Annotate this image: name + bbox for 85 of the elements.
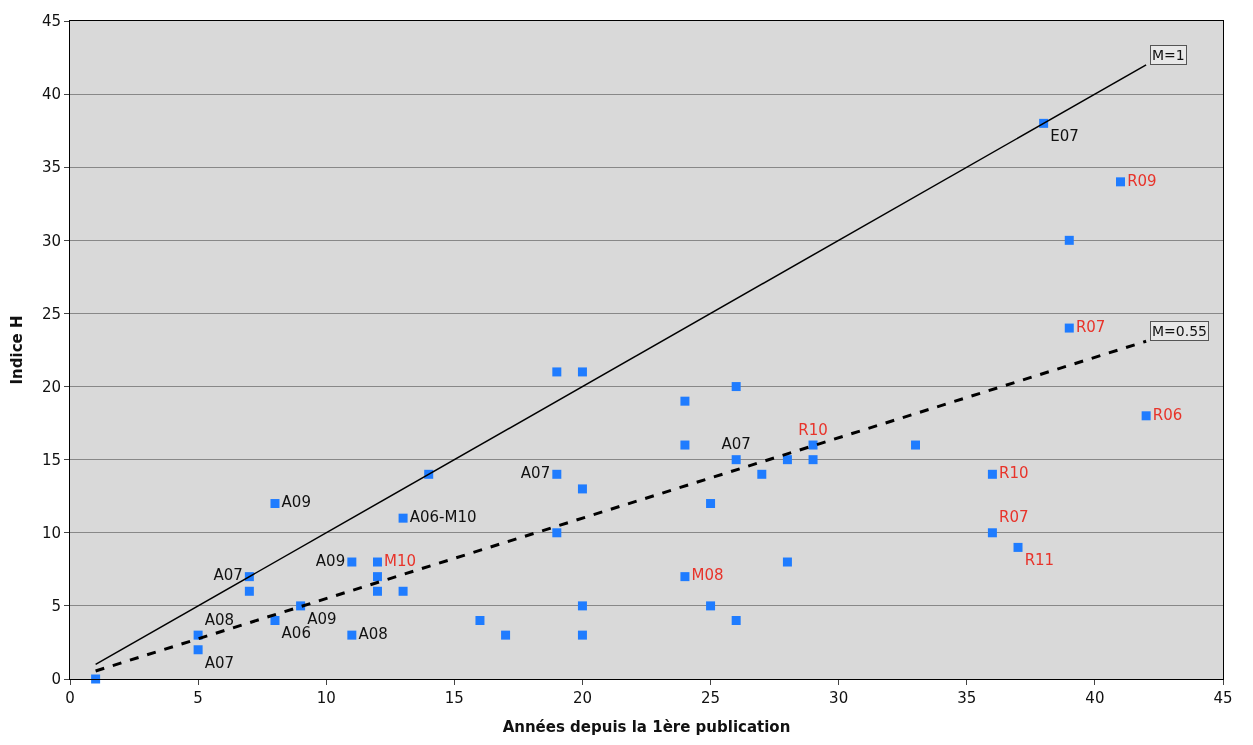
data-label: M08 xyxy=(691,566,724,585)
y-tick-label: 25 xyxy=(41,304,61,323)
x-tick-label: 10 xyxy=(316,689,336,707)
y-tick-label: 20 xyxy=(41,377,61,396)
point xyxy=(347,630,357,640)
point xyxy=(782,557,792,567)
y-tick-label: 0 xyxy=(51,670,61,689)
data-label: A07 xyxy=(213,566,243,585)
point xyxy=(552,469,562,479)
data-label: R07 xyxy=(999,508,1029,527)
y-tick-label: 45 xyxy=(41,12,61,31)
data-label: A07 xyxy=(721,435,751,454)
point xyxy=(270,616,280,626)
y-tick-label: 15 xyxy=(41,450,61,469)
data-label: R06 xyxy=(1152,405,1183,424)
point xyxy=(577,484,587,494)
x-tick-label: 5 xyxy=(193,689,203,707)
point xyxy=(372,586,382,596)
point xyxy=(475,616,485,626)
x-tick-label: 20 xyxy=(572,689,592,707)
point xyxy=(706,601,716,611)
point xyxy=(552,528,562,538)
x-tick-label: 45 xyxy=(1213,689,1233,707)
point xyxy=(1141,411,1151,421)
point xyxy=(911,440,921,450)
data-label: A06 xyxy=(281,624,311,643)
point xyxy=(987,469,997,479)
data-label: A07 xyxy=(520,464,551,483)
point xyxy=(398,513,408,523)
point xyxy=(577,601,587,611)
data-label: A06-M10 xyxy=(409,507,477,526)
point xyxy=(193,645,203,655)
series-label: M=1 xyxy=(1152,47,1185,63)
x-tick-label: 30 xyxy=(829,689,849,707)
point xyxy=(808,455,818,465)
data-label: A08 xyxy=(204,610,235,629)
point xyxy=(757,469,767,479)
point xyxy=(680,396,690,406)
data-label: A08 xyxy=(358,624,388,643)
point xyxy=(731,382,741,392)
y-tick-label: 40 xyxy=(41,85,61,104)
series-label: M=0.55 xyxy=(1152,323,1207,339)
point xyxy=(1116,177,1126,187)
data-label: A09 xyxy=(281,493,311,512)
point xyxy=(501,630,511,640)
point xyxy=(577,630,587,640)
data-label: R07 xyxy=(1075,317,1106,336)
point xyxy=(987,528,997,538)
data-label: E07 xyxy=(1050,127,1079,146)
x-tick-label: 35 xyxy=(957,689,977,707)
point xyxy=(270,499,280,509)
point xyxy=(680,572,690,582)
point xyxy=(552,367,562,377)
data-label: M10 xyxy=(384,552,417,571)
data-label: R09 xyxy=(1127,171,1157,190)
y-tick-label: 5 xyxy=(51,597,61,616)
data-label: A07 xyxy=(204,653,235,672)
point xyxy=(1064,323,1074,333)
x-tick-label: 25 xyxy=(701,689,721,707)
point xyxy=(808,440,818,450)
point xyxy=(372,572,382,582)
point xyxy=(398,586,408,596)
x-tick-label: 15 xyxy=(444,689,464,707)
point xyxy=(244,586,254,596)
x-tick-label: 40 xyxy=(1085,689,1105,707)
point xyxy=(680,440,690,450)
point xyxy=(1064,235,1074,245)
data-label: R10 xyxy=(999,464,1029,483)
data-label: A09 xyxy=(315,551,346,570)
point xyxy=(1013,542,1023,552)
y-axis-title: Indice H xyxy=(8,315,27,385)
x-tick-label: 0 xyxy=(65,689,75,707)
point xyxy=(731,455,741,465)
y-tick-label: 35 xyxy=(41,158,61,177)
point xyxy=(347,557,357,567)
data-label: R10 xyxy=(798,420,828,439)
point xyxy=(782,455,792,465)
point xyxy=(731,616,741,626)
data-label: R11 xyxy=(1024,551,1055,570)
point xyxy=(372,557,382,567)
y-tick-label: 30 xyxy=(41,231,61,250)
x-axis-title: Années depuis la 1ère publication xyxy=(502,718,791,736)
point xyxy=(577,367,587,377)
point xyxy=(706,499,716,509)
y-tick-label: 10 xyxy=(41,524,61,543)
